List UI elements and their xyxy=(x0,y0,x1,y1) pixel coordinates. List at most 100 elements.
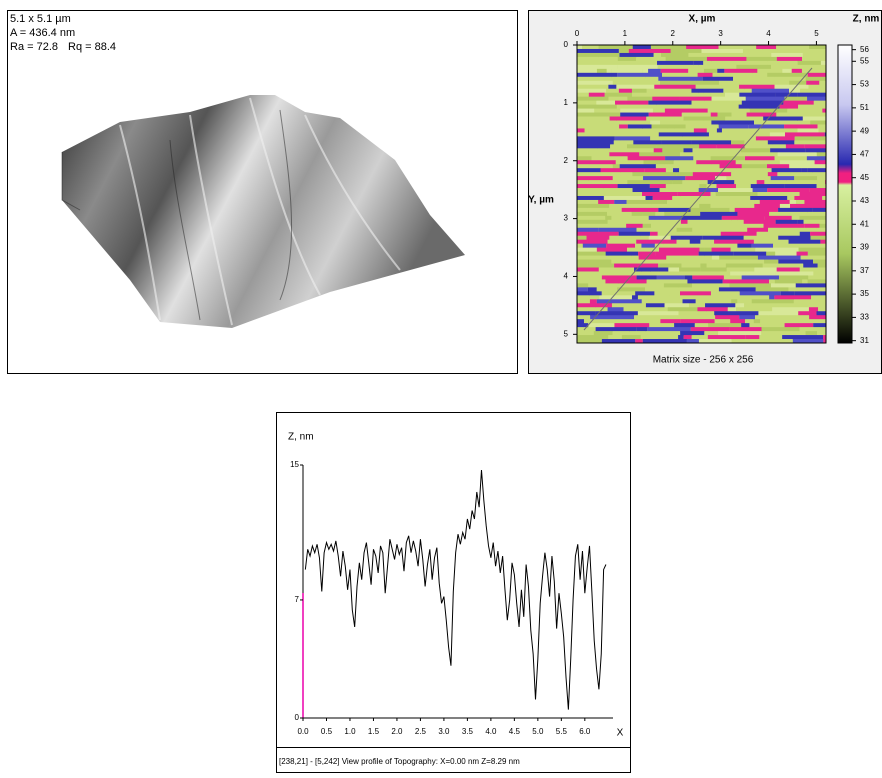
map-cell xyxy=(595,311,638,315)
map-cell xyxy=(744,236,779,240)
map-cell xyxy=(678,287,719,291)
map-cell xyxy=(661,140,691,144)
map-cell xyxy=(778,260,813,264)
map-cell xyxy=(649,323,661,327)
x-tick-label: 1.0 xyxy=(344,727,356,736)
map-cell xyxy=(707,264,726,268)
map-cell xyxy=(794,196,822,200)
map-cell xyxy=(606,244,635,248)
map-cell xyxy=(703,77,733,81)
map-cell xyxy=(681,196,689,200)
map-cell xyxy=(681,264,700,268)
map-x-label: X, µm xyxy=(689,14,716,25)
map-cell xyxy=(577,240,608,244)
map-cell xyxy=(620,109,653,113)
map-cell xyxy=(635,319,646,323)
map-cell xyxy=(577,232,619,236)
map-cell xyxy=(775,252,796,256)
map-cell xyxy=(736,160,780,164)
map-cell xyxy=(732,220,737,224)
map-cell xyxy=(589,93,605,97)
map-cell xyxy=(672,180,682,184)
map-cell xyxy=(643,176,685,180)
map-cell xyxy=(615,128,642,132)
map-cell xyxy=(577,335,608,339)
height-map xyxy=(577,45,826,344)
map-cell xyxy=(791,303,826,307)
map-cell xyxy=(666,168,673,172)
map-cell xyxy=(698,93,703,97)
z-tick-label: 47 xyxy=(860,150,869,159)
map-cell xyxy=(799,248,826,252)
map-cell xyxy=(608,220,642,224)
map-cell xyxy=(613,81,637,85)
map-cell xyxy=(700,212,737,216)
map-cell xyxy=(777,268,800,272)
map-cell xyxy=(752,53,772,57)
map-cell xyxy=(577,279,605,283)
map-cell xyxy=(683,136,716,140)
map-cell xyxy=(577,212,596,216)
map-cell xyxy=(731,299,737,303)
map-cell xyxy=(597,287,617,291)
map-cell xyxy=(809,307,818,311)
map-cell xyxy=(577,97,608,101)
x-tick-label: 4.0 xyxy=(485,727,497,736)
map-cell xyxy=(782,335,823,339)
map-cell xyxy=(703,61,711,65)
map-cell xyxy=(577,307,596,311)
map-cell xyxy=(662,73,698,77)
map-cell xyxy=(646,196,653,200)
map-cell xyxy=(745,271,775,275)
map-cell xyxy=(596,224,627,228)
map-cell xyxy=(685,275,693,279)
map-cell xyxy=(612,124,619,128)
map-cell xyxy=(808,212,826,216)
map-cell xyxy=(711,291,740,295)
map-cell xyxy=(679,268,700,272)
map-cell xyxy=(802,279,807,283)
map-cell xyxy=(800,327,826,331)
map-cell xyxy=(713,73,753,77)
map-cell xyxy=(643,216,648,220)
map-cell xyxy=(577,109,594,113)
map-cell xyxy=(790,204,822,208)
map-cell xyxy=(692,140,732,144)
size-text: 5.1 x 5.1 µm xyxy=(10,13,71,25)
map-cell xyxy=(698,295,719,299)
map-cell xyxy=(577,77,611,81)
map-cell xyxy=(770,148,805,152)
map-cell xyxy=(691,89,723,93)
map-cell xyxy=(699,188,718,192)
map-cell xyxy=(737,299,751,303)
map-cell xyxy=(577,45,582,49)
map-cell xyxy=(582,45,599,49)
map-cell xyxy=(808,252,826,256)
map-cell xyxy=(717,128,722,132)
map-cell xyxy=(752,299,794,303)
map-cell xyxy=(779,275,808,279)
map-cell xyxy=(819,319,826,323)
map-cell xyxy=(795,136,826,140)
map-cell xyxy=(611,216,643,220)
x-tick-label: 5.5 xyxy=(556,727,568,736)
map-cell xyxy=(742,164,767,168)
map-cell xyxy=(817,152,826,156)
map-cell xyxy=(672,196,681,200)
map-cell xyxy=(717,69,724,73)
map-cell xyxy=(638,295,663,299)
map-cell xyxy=(705,101,742,105)
map-cell xyxy=(730,208,735,212)
map-cell xyxy=(657,275,685,279)
map-cell xyxy=(703,120,711,124)
map-cell xyxy=(632,172,676,176)
y-tick-label: 7 xyxy=(295,595,300,604)
map-cell xyxy=(611,260,656,264)
map-cell xyxy=(679,168,688,172)
map-cell xyxy=(645,77,658,81)
map-cell xyxy=(684,148,693,152)
map-cell xyxy=(614,264,658,268)
map-cell xyxy=(731,172,768,176)
map-cell xyxy=(774,295,811,299)
map-cell xyxy=(757,180,765,184)
